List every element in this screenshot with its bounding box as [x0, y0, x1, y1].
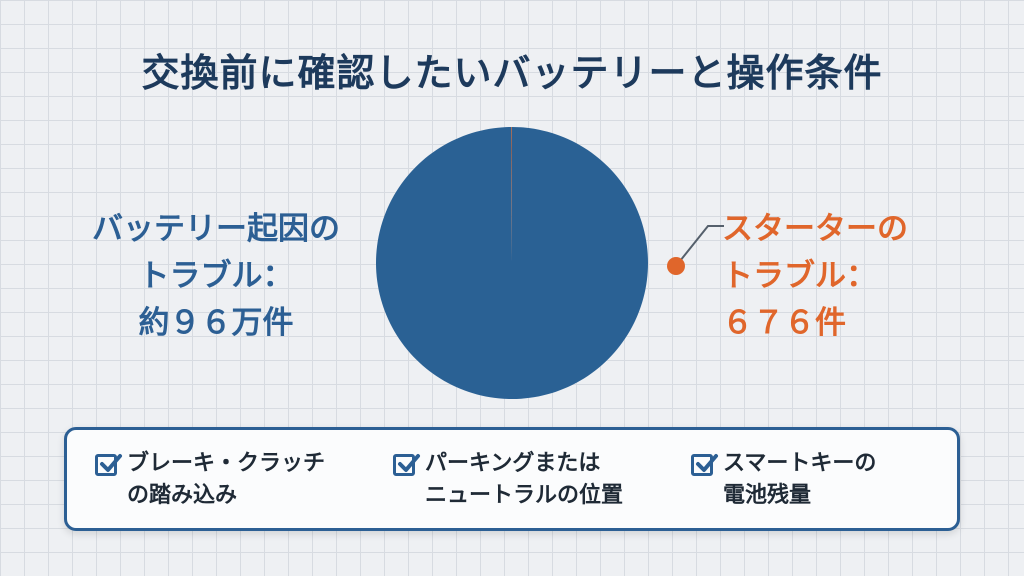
starter-slice-marker	[667, 257, 685, 275]
starter-callout-line	[675, 225, 724, 267]
checklist-text: ブレーキ・クラッチ の踏み込み	[127, 451, 326, 508]
starter-label-line: ６７６件	[722, 305, 846, 341]
starter-label-line: スターターの	[722, 211, 908, 247]
checkbox-checked-icon	[393, 454, 420, 476]
starter-label-line: トラブル：	[722, 258, 877, 294]
battery-label-line: 約９６万件	[138, 305, 294, 341]
checklist-text: パーキングまたは ニュートラルの位置	[425, 451, 624, 508]
checkbox-checked-icon	[95, 454, 122, 476]
pie-slice	[511, 127, 512, 263]
checklist-item-brake: ブレーキ・クラッチ の踏み込み	[95, 448, 325, 512]
starter-trouble-label: スターターの トラブル： ６７６件	[722, 206, 962, 347]
checklist-item-parking: パーキングまたは ニュートラルの位置	[393, 448, 623, 512]
battery-label-line: バッテリー起因の	[92, 211, 340, 247]
page-title: 交換前に確認したいバッテリーと操作条件	[141, 51, 883, 95]
battery-label-line: トラブル：	[138, 258, 294, 294]
checklist-panel: ブレーキ・クラッチ の踏み込み パーキングまたは ニュートラルの位置 スマートキ…	[64, 427, 960, 531]
checklist-text: スマートキーの 電池残量	[723, 451, 877, 508]
battery-trouble-label: バッテリー起因の トラブル： 約９６万件	[66, 206, 366, 347]
checkbox-checked-icon	[691, 454, 718, 476]
checklist-item-smartkey: スマートキーの 電池残量	[691, 448, 876, 512]
